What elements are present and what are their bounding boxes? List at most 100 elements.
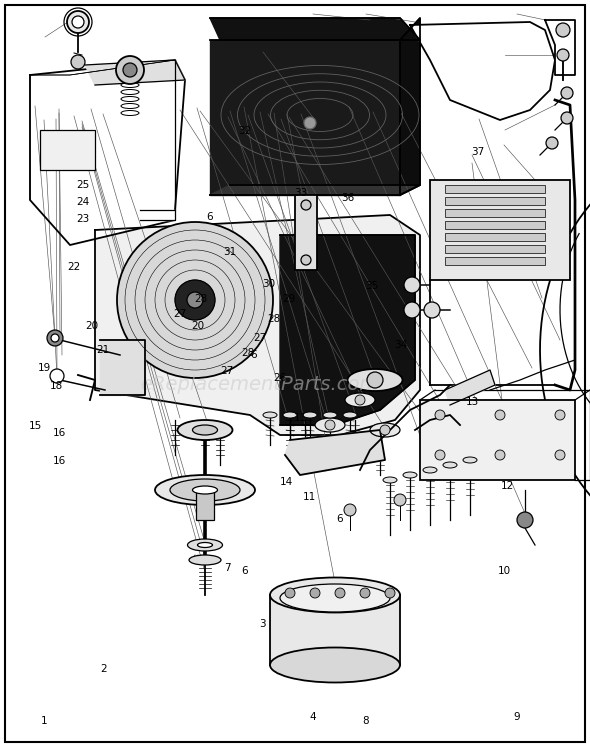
Polygon shape bbox=[280, 235, 415, 425]
Text: 26: 26 bbox=[274, 373, 287, 383]
Bar bbox=[270, 595, 400, 665]
Ellipse shape bbox=[443, 462, 457, 468]
Text: 15: 15 bbox=[29, 421, 42, 431]
Text: 13: 13 bbox=[466, 397, 478, 407]
Circle shape bbox=[404, 277, 420, 293]
Circle shape bbox=[117, 222, 273, 378]
Circle shape bbox=[367, 372, 383, 388]
Ellipse shape bbox=[270, 577, 400, 613]
Text: 6: 6 bbox=[336, 514, 343, 524]
Polygon shape bbox=[210, 185, 420, 195]
Bar bbox=[445, 209, 545, 217]
Circle shape bbox=[561, 112, 573, 124]
Circle shape bbox=[495, 410, 505, 420]
Circle shape bbox=[435, 410, 445, 420]
Ellipse shape bbox=[263, 412, 277, 418]
Bar bbox=[445, 197, 545, 205]
Bar bbox=[420, 400, 575, 480]
Circle shape bbox=[561, 87, 573, 99]
Text: 31: 31 bbox=[224, 247, 237, 258]
Circle shape bbox=[424, 302, 440, 318]
Text: 11: 11 bbox=[303, 492, 316, 502]
Polygon shape bbox=[140, 210, 175, 220]
Ellipse shape bbox=[463, 457, 477, 463]
Polygon shape bbox=[95, 215, 420, 435]
Bar bbox=[445, 245, 545, 253]
Circle shape bbox=[304, 117, 316, 129]
Ellipse shape bbox=[155, 475, 255, 505]
Text: 28: 28 bbox=[241, 347, 254, 358]
Text: 9: 9 bbox=[513, 712, 520, 722]
Circle shape bbox=[301, 200, 311, 210]
Text: eReplacementParts.com: eReplacementParts.com bbox=[140, 375, 379, 394]
Circle shape bbox=[404, 302, 420, 318]
Circle shape bbox=[517, 512, 533, 528]
Text: 29: 29 bbox=[283, 294, 296, 304]
Text: 6: 6 bbox=[250, 350, 257, 360]
Ellipse shape bbox=[188, 539, 222, 551]
Ellipse shape bbox=[192, 425, 218, 435]
Text: 12: 12 bbox=[501, 480, 514, 491]
Bar bbox=[196, 490, 214, 520]
Circle shape bbox=[335, 588, 345, 598]
Text: 4: 4 bbox=[309, 712, 316, 722]
Circle shape bbox=[546, 137, 558, 149]
Polygon shape bbox=[400, 18, 420, 195]
Text: 30: 30 bbox=[262, 279, 275, 289]
Circle shape bbox=[71, 55, 85, 69]
Text: 11: 11 bbox=[294, 413, 307, 424]
Text: 35: 35 bbox=[365, 281, 378, 291]
Polygon shape bbox=[410, 22, 555, 120]
Text: 36: 36 bbox=[342, 193, 355, 203]
Circle shape bbox=[175, 280, 215, 320]
Circle shape bbox=[555, 410, 565, 420]
Circle shape bbox=[355, 395, 365, 405]
Circle shape bbox=[555, 450, 565, 460]
Bar bbox=[445, 185, 545, 193]
Polygon shape bbox=[85, 60, 185, 85]
Circle shape bbox=[50, 369, 64, 383]
Polygon shape bbox=[285, 430, 385, 475]
Bar bbox=[430, 180, 570, 280]
Text: 27: 27 bbox=[173, 309, 186, 319]
Bar bbox=[445, 221, 545, 229]
Ellipse shape bbox=[323, 412, 337, 418]
Ellipse shape bbox=[343, 412, 357, 418]
Text: 37: 37 bbox=[471, 146, 484, 157]
Text: 21: 21 bbox=[97, 344, 110, 355]
Text: 20: 20 bbox=[191, 321, 204, 332]
Ellipse shape bbox=[348, 369, 402, 391]
Circle shape bbox=[51, 334, 59, 342]
Text: 2: 2 bbox=[100, 663, 107, 674]
Ellipse shape bbox=[345, 393, 375, 407]
Ellipse shape bbox=[383, 477, 397, 483]
Text: 27: 27 bbox=[253, 332, 266, 343]
Circle shape bbox=[123, 63, 137, 77]
Text: 27: 27 bbox=[221, 365, 234, 376]
Circle shape bbox=[67, 11, 89, 33]
Circle shape bbox=[47, 330, 63, 346]
Text: 10: 10 bbox=[498, 566, 511, 577]
Circle shape bbox=[556, 23, 570, 37]
Ellipse shape bbox=[303, 412, 317, 418]
Circle shape bbox=[495, 450, 505, 460]
Circle shape bbox=[394, 494, 406, 506]
Text: 23: 23 bbox=[76, 214, 89, 224]
Circle shape bbox=[301, 255, 311, 265]
Text: 14: 14 bbox=[280, 477, 293, 487]
Ellipse shape bbox=[189, 555, 221, 565]
Bar bbox=[295, 195, 317, 270]
Circle shape bbox=[285, 588, 295, 598]
Ellipse shape bbox=[178, 420, 232, 440]
Text: 19: 19 bbox=[38, 363, 51, 374]
Bar bbox=[445, 257, 545, 265]
Text: 7: 7 bbox=[224, 562, 231, 573]
Text: 32: 32 bbox=[238, 125, 251, 136]
Circle shape bbox=[380, 425, 390, 435]
Text: 3: 3 bbox=[259, 619, 266, 629]
Text: 28: 28 bbox=[194, 294, 207, 304]
Circle shape bbox=[344, 504, 356, 516]
Bar bbox=[445, 233, 545, 241]
Ellipse shape bbox=[192, 486, 218, 494]
Circle shape bbox=[557, 49, 569, 61]
